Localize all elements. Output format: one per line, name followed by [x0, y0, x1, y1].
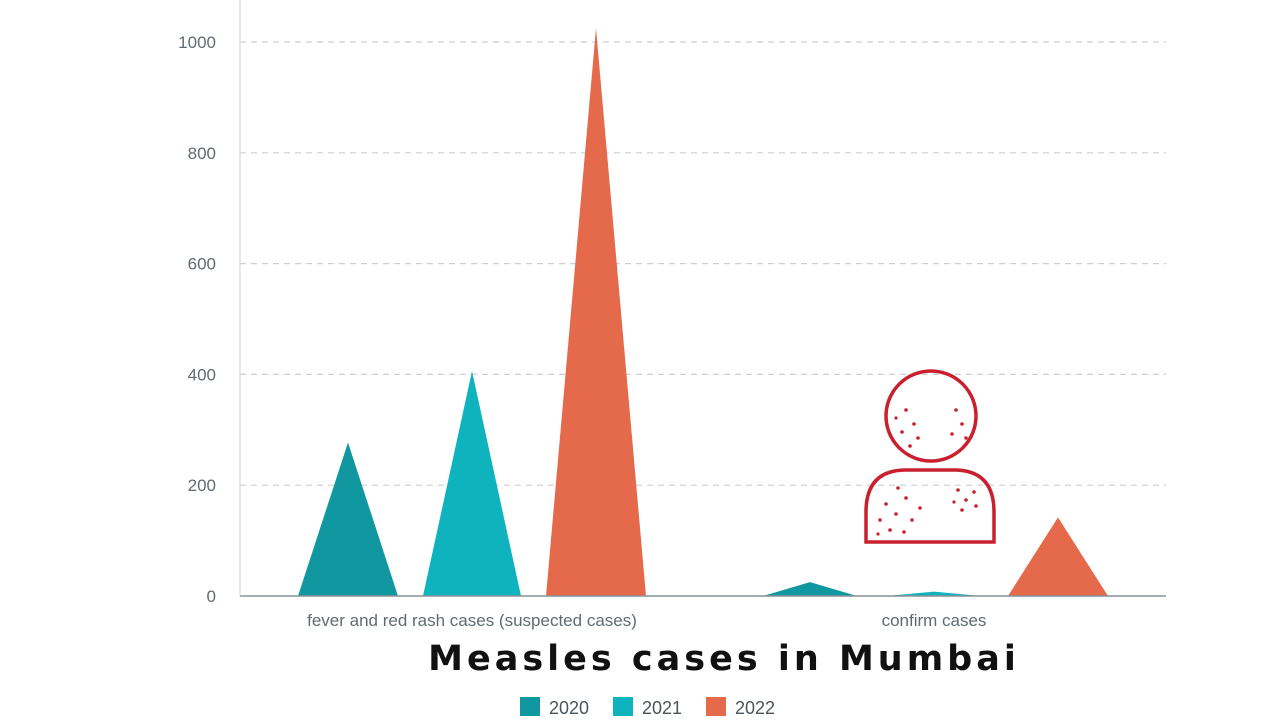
legend-swatch-2020 [520, 697, 540, 716]
bar-2021-suspected [423, 371, 521, 596]
y-tick-label: 600 [188, 255, 216, 274]
legend-swatch-2022 [706, 697, 726, 716]
bar-2020-suspected [298, 442, 398, 596]
data-marks [298, 28, 1108, 596]
y-tick-label: 0 [207, 587, 216, 606]
legend-label-2022: 2022 [735, 698, 775, 718]
rash-dots [876, 408, 978, 536]
y-tick-label: 200 [188, 476, 216, 495]
y-tick-label: 800 [188, 144, 216, 163]
legend-swatch-2021 [613, 697, 633, 716]
y-tick-label: 400 [188, 365, 216, 384]
x-category-label: confirm cases [882, 611, 987, 630]
x-axis-category-labels: fever and red rash cases (suspected case… [307, 611, 986, 630]
bar-2020-confirm [763, 582, 857, 596]
legend-label-2021: 2021 [642, 698, 682, 718]
y-axis-tick-labels: 0 200 400 600 800 1000 [178, 33, 216, 606]
legend: 2020 2021 2022 [520, 697, 775, 718]
grid-lines [240, 41, 1166, 486]
bar-2021-confirm [887, 591, 981, 596]
person-with-rash-icon [864, 369, 996, 544]
y-tick-label: 1000 [178, 33, 216, 52]
x-category-label: fever and red rash cases (suspected case… [307, 611, 637, 630]
legend-label-2020: 2020 [549, 698, 589, 718]
chart-title: Measles cases in Mumbai [428, 639, 1020, 679]
bar-2022-suspected [546, 28, 646, 596]
bar-2022-confirm [1008, 517, 1108, 596]
